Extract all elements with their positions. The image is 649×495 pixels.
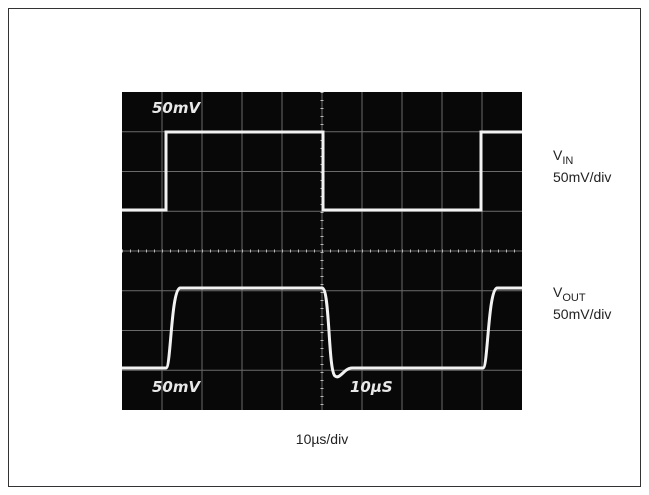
grid	[122, 92, 522, 410]
trace-name: VIN	[553, 147, 573, 167]
trace-name-sub: IN	[562, 155, 573, 167]
trace-name: VOUT	[553, 284, 586, 304]
x-axis-label: 10µs/div	[296, 431, 348, 447]
screen-label: 10µS	[350, 378, 393, 396]
trace-name-sub: OUT	[562, 292, 586, 304]
trace-scale: 50mV/div	[553, 169, 611, 185]
vout-trace	[122, 286, 522, 379]
vin-trace	[122, 130, 522, 212]
screen-label: 50mV	[152, 99, 202, 117]
trace-scale: 50mV/div	[553, 306, 611, 322]
trace-name-main: V	[553, 284, 563, 300]
screen-label: 50mV	[152, 378, 202, 396]
trace-name-main: V	[553, 147, 563, 163]
